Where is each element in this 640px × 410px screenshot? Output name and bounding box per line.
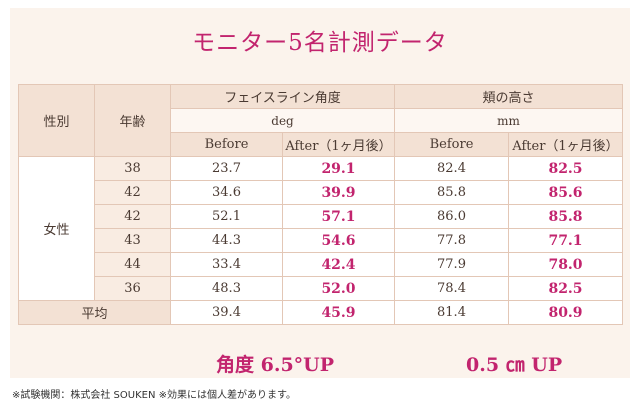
angle-before-cell: 34.6 <box>170 180 283 205</box>
footnote: ※試験機関：株式会社 SOUKEN ※効果には個人差があります。 <box>12 390 297 401</box>
age-cell: 43 <box>94 228 171 253</box>
angle-before-cell: 33.4 <box>170 252 283 277</box>
angle-after-cell: 39.9 <box>282 180 395 205</box>
age-cell: 42 <box>94 180 171 205</box>
table-row: 42 52.1 57.1 86.0 85.8 <box>19 204 624 229</box>
height-after-cell: 85.8 <box>507 204 624 229</box>
height-after-cell: 82.5 <box>507 276 624 301</box>
angle-after-cell: 29.1 <box>282 156 395 181</box>
average-angle-before: 39.4 <box>170 300 283 325</box>
angle-before-cell: 52.1 <box>170 204 283 229</box>
average-angle-after: 45.9 <box>282 300 395 325</box>
unit-mm: mm <box>393 108 624 133</box>
height-before-cell: 85.8 <box>394 180 509 205</box>
height-after-cell: 82.5 <box>507 156 624 181</box>
height-before-cell: 77.8 <box>394 228 509 253</box>
height-after-cell: 78.0 <box>507 252 624 277</box>
table-row: 43 44.3 54.6 77.8 77.1 <box>19 228 624 253</box>
angle-summary: 角度 6.5°UP <box>216 354 335 376</box>
measurement-panel: モニター5名計測データ 性別 年齢 フェイスライン角度 頬の高さ deg mm … <box>10 8 630 378</box>
height-after-cell: 85.6 <box>507 180 624 205</box>
height-before-cell: 77.9 <box>394 252 509 277</box>
header-height-after: After（1ヶ月後） <box>507 132 624 157</box>
header-row-1: 性別 年齢 フェイスライン角度 頬の高さ <box>18 84 624 157</box>
age-cell: 36 <box>94 276 171 301</box>
angle-after-cell: 57.1 <box>282 204 395 229</box>
height-before-cell: 82.4 <box>394 156 509 181</box>
summary-band: 角度 6.5°UP 0.5 ㎝ UP <box>10 344 630 378</box>
header-cheek-height: 頬の高さ <box>393 84 624 109</box>
angle-after-cell: 54.6 <box>282 228 395 253</box>
height-before-cell: 78.4 <box>394 276 509 301</box>
title-band: モニター5名計測データ <box>10 8 630 72</box>
header-age: 年齢 <box>94 84 171 157</box>
table-row: 42 34.6 39.9 85.8 85.6 <box>19 180 624 205</box>
table-row: 36 48.3 52.0 78.4 82.5 <box>19 276 624 301</box>
header-angle-after: After（1ヶ月後） <box>282 132 395 157</box>
table-row: 女性 38 23.7 29.1 82.4 82.5 <box>18 156 624 301</box>
age-cell: 42 <box>94 204 171 229</box>
height-after-cell: 77.1 <box>507 228 624 253</box>
age-cell: 38 <box>94 156 171 181</box>
height-summary: 0.5 ㎝ UP <box>466 354 563 376</box>
header-angle-before: Before <box>170 132 283 157</box>
gender-cell: 女性 <box>18 156 95 301</box>
unit-deg: deg <box>170 108 395 133</box>
header-gender: 性別 <box>18 84 95 157</box>
average-row: 平均 39.4 45.9 81.4 80.9 <box>18 300 624 325</box>
table-row: 44 33.4 42.4 77.9 78.0 <box>19 252 624 277</box>
header-face-line-angle: フェイスライン角度 <box>170 84 395 109</box>
average-height-after: 80.9 <box>507 300 624 325</box>
height-before-cell: 86.0 <box>394 204 509 229</box>
angle-after-cell: 52.0 <box>282 276 395 301</box>
angle-before-cell: 44.3 <box>170 228 283 253</box>
header-height-before: Before <box>394 132 509 157</box>
page-title: モニター5名計測データ <box>192 30 448 56</box>
average-height-before: 81.4 <box>394 300 509 325</box>
header-row-3: Before After（1ヶ月後） Before After（1ヶ月後） <box>19 132 624 157</box>
average-label: 平均 <box>18 300 171 325</box>
age-cell: 44 <box>94 252 171 277</box>
angle-before-cell: 23.7 <box>170 156 283 181</box>
header-row-2: deg mm <box>19 108 624 133</box>
angle-after-cell: 42.4 <box>282 252 395 277</box>
angle-before-cell: 48.3 <box>170 276 283 301</box>
measurement-table: 性別 年齢 フェイスライン角度 頬の高さ deg mm Before After… <box>18 84 624 325</box>
